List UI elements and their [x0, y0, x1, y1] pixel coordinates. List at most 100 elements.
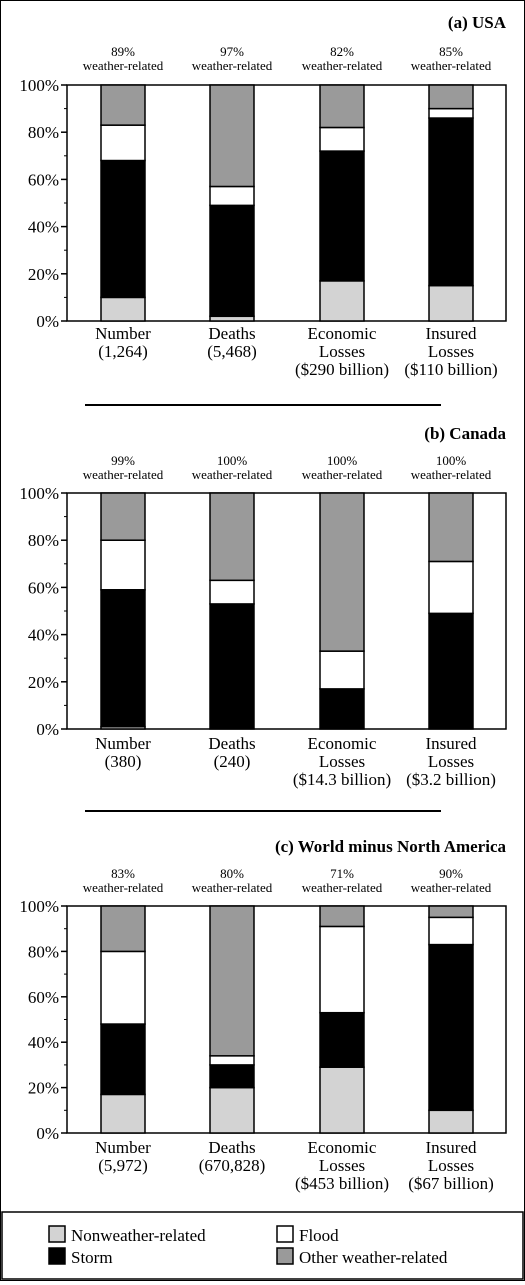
bar-segment-flood — [100, 124, 146, 162]
category-label: ($453 billion) — [295, 1174, 389, 1193]
bar-segment-other — [428, 492, 474, 563]
category-label: (5,468) — [207, 342, 257, 361]
weather-related-note: weather-related — [411, 880, 492, 895]
y-tick-label: 80% — [28, 942, 59, 961]
bar-3 — [319, 492, 365, 730]
y-tick-label: 0% — [36, 312, 59, 331]
bar-segment-storm — [319, 1011, 365, 1068]
bar-segment-other — [319, 905, 365, 928]
bar-segment-nonweather — [100, 296, 146, 322]
y-tick-label: 100% — [19, 76, 59, 95]
weather-related-note: weather-related — [192, 58, 273, 73]
weather-related-percent: 89% — [111, 44, 135, 59]
bar-segment-flood — [319, 126, 365, 152]
bar-segment-other — [100, 492, 146, 541]
bar-segment-other — [209, 84, 255, 188]
chart-title: (c) World minus North America — [275, 837, 507, 856]
legend-swatch — [48, 1225, 66, 1243]
y-tick-label: 60% — [28, 578, 59, 597]
weather-related-percent: 82% — [330, 44, 354, 59]
weather-related-note: weather-related — [192, 880, 273, 895]
category-label: ($110 billion) — [404, 360, 497, 379]
weather-related-note: weather-related — [411, 58, 492, 73]
legend-label: Storm — [71, 1248, 113, 1267]
category-label: (1,264) — [98, 342, 148, 361]
bar-segment-flood — [209, 1055, 255, 1066]
legend-frame — [1, 1211, 524, 1280]
category-label: Deaths — [208, 1138, 255, 1157]
weather-related-percent: 100% — [327, 453, 358, 468]
weather-related-percent: 97% — [220, 44, 244, 59]
y-tick-label: 40% — [28, 1033, 59, 1052]
category-label: ($290 billion) — [295, 360, 389, 379]
bar-segment-flood — [209, 579, 255, 605]
bar-segment-other — [209, 492, 255, 582]
bar-segment-storm — [428, 117, 474, 287]
bar-segment-storm — [319, 150, 365, 282]
category-label: Deaths — [208, 734, 255, 753]
bar-segment-other — [319, 492, 365, 652]
chart-panel-2: (b) Canada100%80%60%40%20%0%99%weather-r… — [19, 424, 507, 789]
bar-1 — [100, 492, 146, 730]
bar-1 — [100, 84, 146, 322]
bar-segment-flood — [428, 916, 474, 946]
legend-swatch — [276, 1225, 294, 1243]
category-label: Number — [95, 734, 151, 753]
category-label: Number — [95, 1138, 151, 1157]
bar-2 — [209, 905, 255, 1134]
bar-segment-storm — [209, 603, 255, 730]
bar-segment-nonweather — [428, 1109, 474, 1134]
bar-segment-flood — [100, 539, 146, 591]
y-tick-label: 80% — [28, 531, 59, 550]
weather-related-note: weather-related — [192, 467, 273, 482]
bar-segment-nonweather — [319, 280, 365, 322]
chart-panels: (a) USA 100% 80% 60% 40% 20% 0% 89% weather-rela… — [19, 13, 507, 1193]
weather-related-note: weather-related — [302, 880, 383, 895]
category-label: Losses — [319, 1156, 365, 1175]
y-tick-label: 40% — [28, 218, 59, 237]
bar-segment-storm — [100, 159, 146, 299]
weather-related-note: weather-related — [83, 467, 164, 482]
y-tick-label: 40% — [28, 626, 59, 645]
legend-label: Other weather-related — [299, 1248, 448, 1267]
category-label: Number — [95, 324, 151, 343]
chart-title: (a) USA — [448, 13, 507, 32]
category-label: Insured — [426, 1138, 477, 1157]
bar-segment-other — [428, 84, 474, 110]
bar-segment-flood — [319, 925, 365, 1014]
weather-related-percent: 85% — [439, 44, 463, 59]
category-label: ($14.3 billion) — [293, 770, 391, 789]
category-label: Deaths — [208, 324, 255, 343]
category-label: ($3.2 billion) — [406, 770, 496, 789]
weather-related-percent: 99% — [111, 453, 135, 468]
bar-segment-nonweather — [428, 284, 474, 322]
legend-item-storm: Storm — [48, 1247, 113, 1267]
legend-item-flood: Flood — [276, 1225, 339, 1245]
bar-2 — [209, 492, 255, 730]
y-tick-label: 0% — [36, 720, 59, 739]
weather-related-note: weather-related — [302, 58, 383, 73]
weather-related-percent: 100% — [436, 453, 467, 468]
bar-segment-flood — [428, 107, 474, 119]
legend-swatch — [276, 1247, 294, 1265]
bar-3 — [319, 84, 365, 322]
chart-panel-1: (a) USA100%80%60%40%20%0%89%weather-rela… — [19, 13, 507, 379]
category-label: Losses — [428, 342, 474, 361]
y-tick-label: 20% — [28, 673, 59, 692]
bar-4 — [428, 492, 474, 730]
bar-segment-nonweather — [319, 1066, 365, 1134]
bar-segment-other — [209, 905, 255, 1057]
bar-segment-storm — [319, 688, 365, 730]
bar-segment-other — [100, 905, 146, 953]
category-label: (5,972) — [98, 1156, 148, 1175]
y-tick-label: 0% — [36, 1124, 59, 1143]
weather-related-percent: 90% — [439, 866, 463, 881]
bar-segment-storm — [100, 589, 146, 728]
bar-segment-storm — [428, 612, 474, 730]
y-tick-label: 100% — [19, 897, 59, 916]
y-tick-label: 60% — [28, 988, 59, 1007]
chart-title: (b) Canada — [424, 424, 506, 443]
category-label: Insured — [426, 734, 477, 753]
bar-segment-storm — [209, 1064, 255, 1089]
